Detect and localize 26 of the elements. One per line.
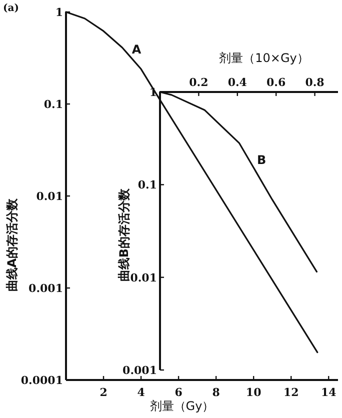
x-tick-label: 0.6 [266,76,286,89]
y-tick-label: 0.1 [44,98,63,111]
x-tick-label: 10 [246,386,262,399]
y-tick-label: 0.0001 [20,374,63,387]
y-axis-title: 曲线A的存活分数 [5,197,19,292]
y-tick-label: 0.001 [122,364,157,377]
x-axis-title: 剂量（Gy） [150,399,214,413]
x-tick-label: 0.8 [305,76,325,89]
y-tick-label: 0.1 [138,178,157,192]
x-tick-label: 2 [100,386,108,399]
x-tick-label: 12 [283,386,299,399]
series-label: B [257,152,266,167]
x-tick-label: 4 [137,386,146,399]
x-tick-label: 0.2 [189,76,208,89]
x-tick-label: 0.4 [228,76,248,89]
series-label: A [132,42,142,57]
y-tick-label: 0.01 [36,190,63,203]
y-axis-title: 曲线B的存活分数 [117,187,131,282]
x-tick-label: 14 [320,386,337,399]
y-tick-label: 1 [55,6,63,19]
x-axis-title: 剂量（10×Gy） [219,51,309,65]
x-tick-label: 6 [174,386,183,399]
y-tick-label: 0.01 [130,271,157,284]
text: (a) [3,3,19,14]
y-tick-label: 0.001 [28,282,63,295]
x-tick-label: 8 [212,386,220,399]
